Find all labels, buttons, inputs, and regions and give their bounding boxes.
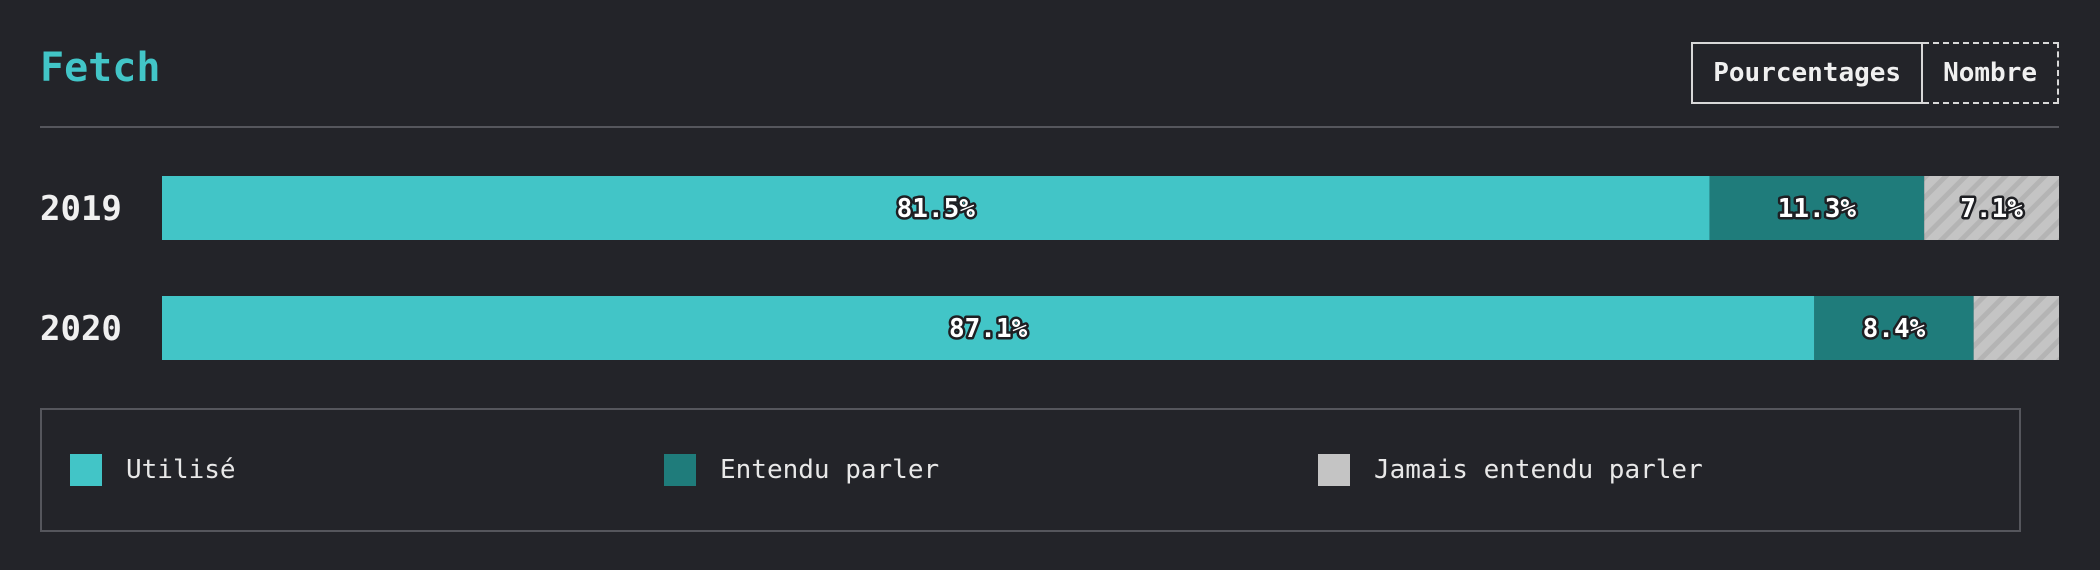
bar-2020-heard[interactable] [1814, 296, 1974, 360]
legend-label-never: Jamais entendu parler [1374, 455, 1703, 485]
count-button[interactable]: Nombre [1923, 42, 2059, 104]
legend-item-used[interactable]: Utilisé [70, 410, 236, 530]
year-label-2020: 2020 [40, 309, 122, 349]
chart-title: Fetch [40, 45, 161, 91]
legend: Utilisé Entendu parler Jamais entendu pa… [40, 408, 2021, 532]
legend-item-never[interactable]: Jamais entendu parler [1318, 410, 1703, 530]
unit-toggle: Pourcentages Nombre [1691, 42, 2059, 104]
legend-swatch-never [1318, 454, 1350, 486]
header-divider [40, 126, 2059, 128]
bar-label-2019-never: 7.1% [1960, 194, 2023, 224]
bar-2020-used[interactable] [162, 296, 1815, 360]
bar-2019-used[interactable] [162, 176, 1710, 240]
year-label-2019: 2019 [40, 189, 122, 229]
bar-label-2019-used: 81.5% [897, 194, 976, 224]
legend-item-heard[interactable]: Entendu parler [664, 410, 939, 530]
bar-label-2020-heard: 8.4% [1863, 314, 1926, 344]
bar-label-2020-used: 87.1% [949, 314, 1028, 344]
legend-swatch-used [70, 454, 102, 486]
legend-label-heard: Entendu parler [720, 455, 940, 485]
bar-label-2019-heard: 11.3% [1778, 194, 1857, 224]
bar-2020-never[interactable] [1973, 296, 2059, 360]
bar-2019-heard[interactable] [1709, 176, 1925, 240]
percentages-button[interactable]: Pourcentages [1691, 42, 1924, 104]
bar-2019-never[interactable] [1924, 176, 2059, 240]
legend-label-used: Utilisé [126, 455, 236, 485]
legend-swatch-heard [664, 454, 696, 486]
stacked-bar-chart: 2019 81.5% 11.3% 7.1% 2020 87.1% 8.4% [40, 176, 2059, 360]
